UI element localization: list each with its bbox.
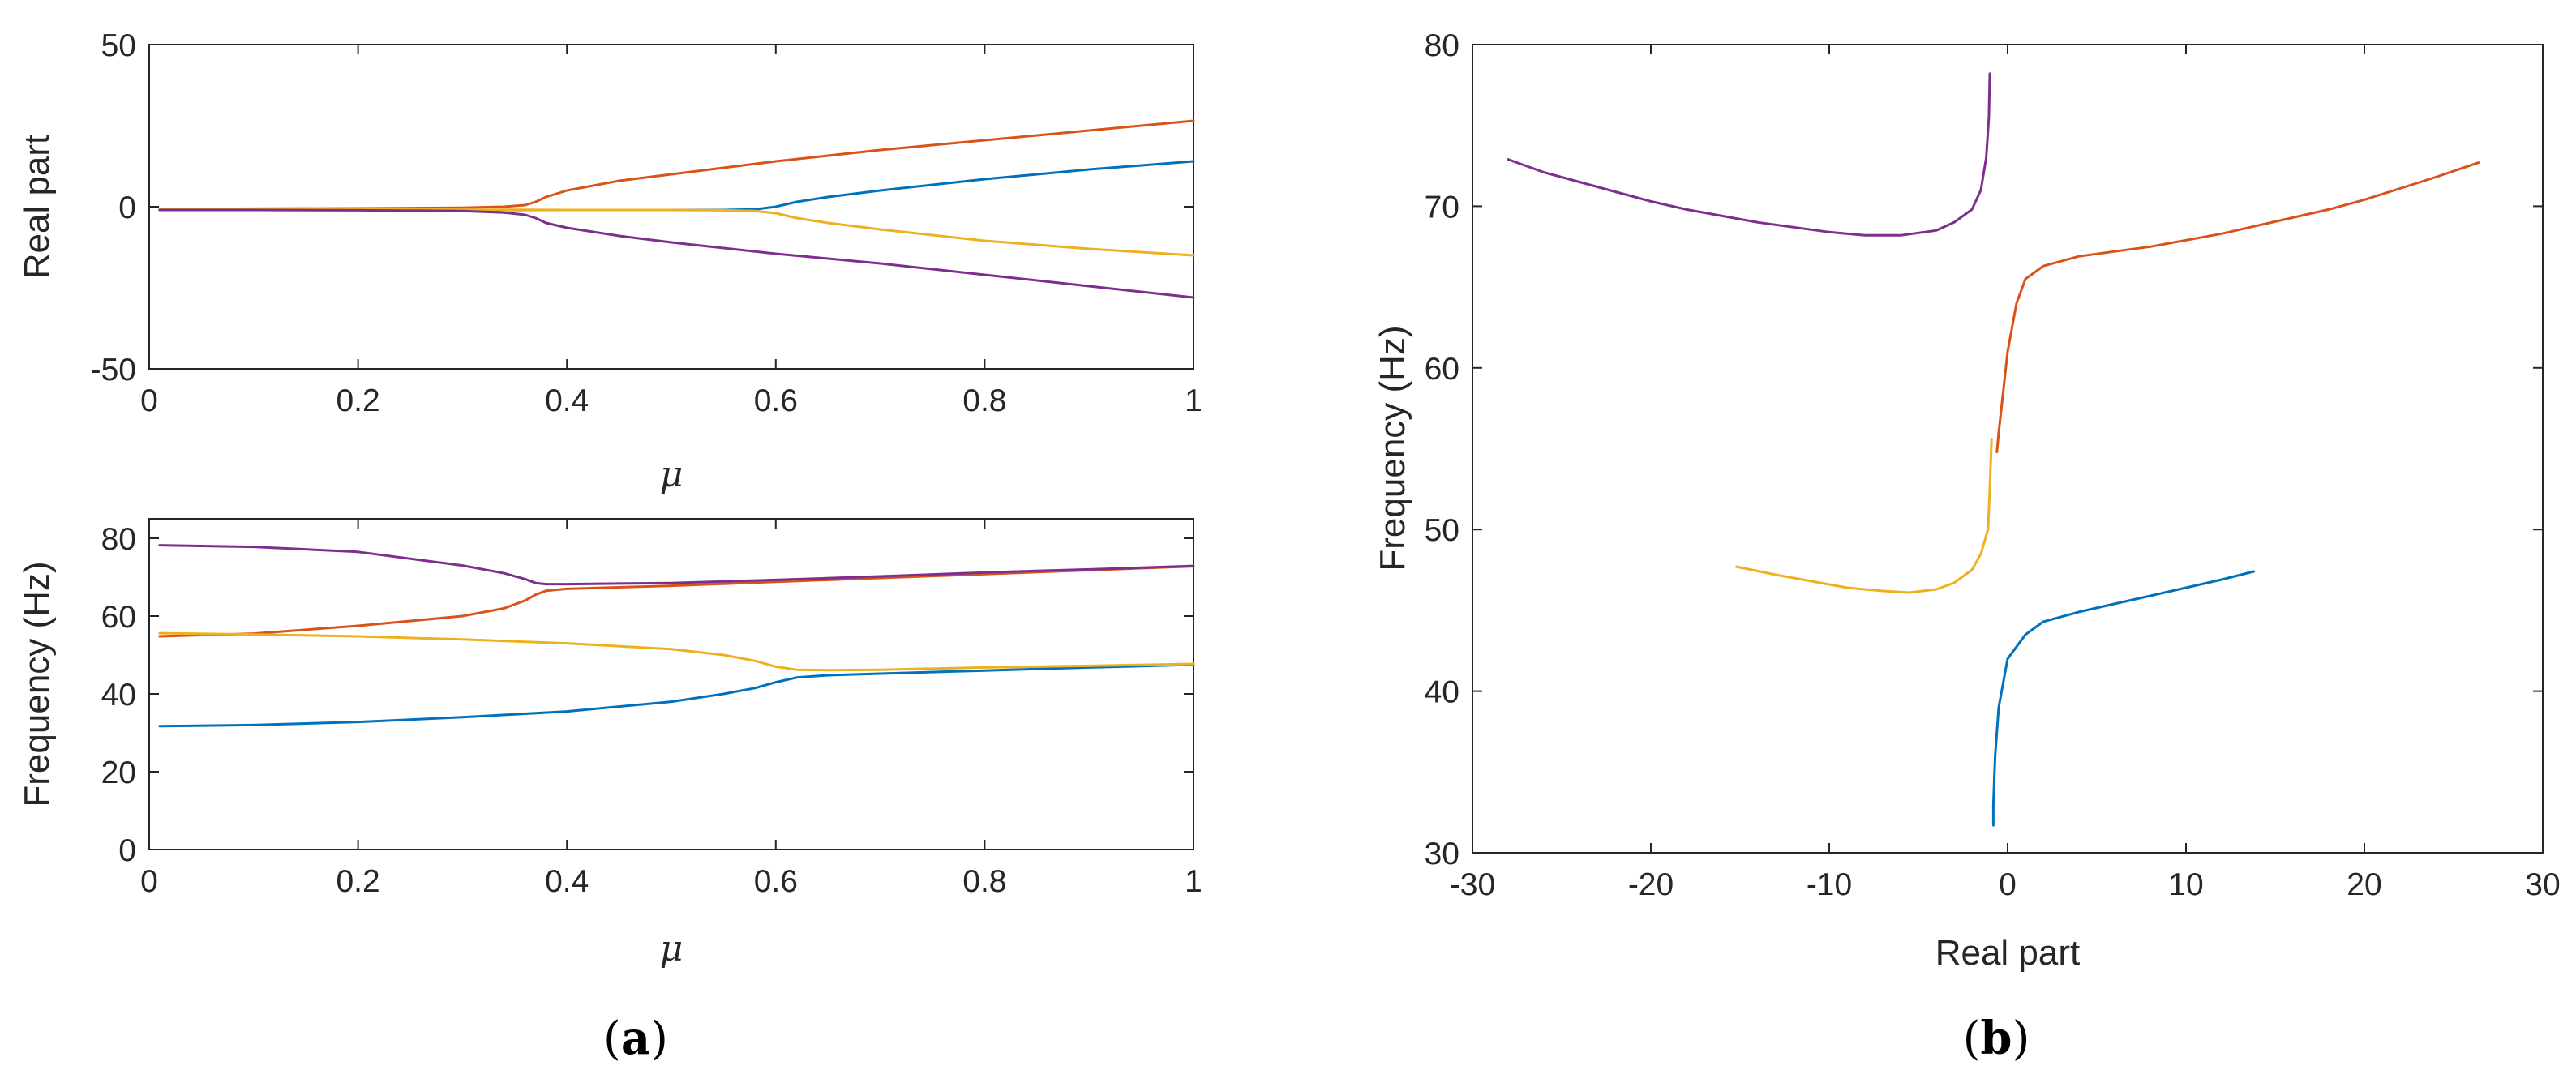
y-axis-label: Real part	[17, 135, 57, 280]
series-line-mode3	[158, 631, 1195, 672]
y-tick-label: 40	[101, 678, 136, 713]
y-tick-label: 30	[1425, 837, 1459, 871]
x-tick-label: 0	[140, 864, 158, 899]
x-tick-label: 0.4	[545, 864, 589, 899]
y-tick-label: 50	[101, 28, 136, 63]
x-tick-label: 0.4	[545, 383, 589, 418]
caption-b-letter: b	[1980, 1012, 2012, 1065]
series-line-mode2	[158, 119, 1195, 211]
x-axis-label: μ	[660, 454, 684, 495]
chart-a-bottom: 0 0.2 0.4 0.6 0.8 1 0 20 40 60 80 μ Frequency (Hz)	[17, 518, 1202, 970]
x-tick-label: -20	[1628, 867, 1674, 902]
y-axis-label: Frequency (Hz)	[17, 561, 57, 807]
caption-a-letter: a	[621, 1012, 650, 1065]
y-tick-label: 50	[1425, 513, 1459, 548]
series-line-mode2	[1995, 161, 2480, 453]
x-tick-label: 0.8	[962, 383, 1006, 418]
x-tick-label: 30	[2525, 867, 2560, 902]
x-tick-label: 0.8	[962, 864, 1006, 899]
x-tick-label: 0	[1999, 867, 2017, 902]
series-line-mode4	[158, 208, 1195, 299]
x-tick-label: 1	[1185, 864, 1202, 899]
x-axis-label: Real part	[1935, 933, 2081, 973]
chart-b: -30 -20 -10 0 10 20 30 30 40 50 60 70 80 Real part Fre…	[1373, 28, 2561, 973]
x-tick-label: 0.6	[754, 383, 798, 418]
plot-area-a-top	[148, 44, 1194, 370]
y-axis-label: Frequency (Hz)	[1373, 325, 1412, 571]
x-tick-label: 0.2	[336, 864, 379, 899]
x-tick-label: 10	[2168, 867, 2203, 902]
caption-b: (b)	[1963, 1012, 2030, 1065]
y-tick-label: 80	[101, 522, 136, 557]
x-tick-label: 0.6	[754, 864, 798, 899]
x-tick-label: -30	[1450, 867, 1495, 902]
y-tick-label: 40	[1425, 675, 1459, 710]
series-line-mode4	[1507, 72, 1991, 237]
series-line-mode1	[1991, 570, 2256, 827]
series-line-mode1	[158, 663, 1195, 728]
y-tick-label: 60	[1425, 352, 1459, 387]
y-tick-label: 0	[118, 833, 136, 868]
y-tick-label: 0	[118, 190, 136, 225]
y-tick-label: 70	[1425, 190, 1459, 225]
y-tick-label: -50	[91, 353, 136, 387]
series-line-mode3	[158, 208, 1195, 257]
series-line-mode4	[158, 544, 1195, 586]
x-axis-label: μ	[660, 928, 684, 970]
x-tick-label: 0.2	[336, 383, 379, 418]
x-tick-label: 1	[1185, 383, 1202, 418]
caption-a: (a)	[603, 1012, 668, 1065]
x-tick-label: -10	[1807, 867, 1852, 902]
x-tick-label: 0	[140, 383, 158, 418]
y-tick-label: 80	[1425, 28, 1459, 63]
series-line-mode1	[158, 160, 1195, 212]
series-line-mode2	[158, 565, 1195, 638]
plot-area-b	[1472, 44, 2544, 854]
plot-area-a-bottom	[148, 518, 1194, 850]
series-line-mode3	[1735, 438, 1993, 594]
y-tick-label: 60	[101, 600, 136, 635]
y-tick-label: 20	[101, 756, 136, 790]
x-tick-label: 20	[2347, 867, 2381, 902]
